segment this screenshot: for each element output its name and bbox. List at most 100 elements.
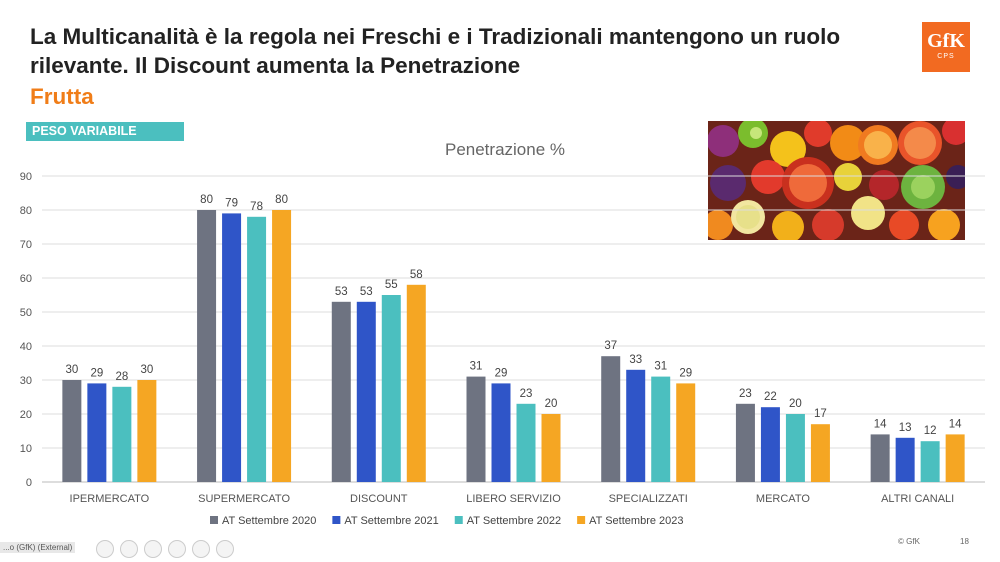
data-label: 14 bbox=[874, 418, 887, 430]
x-tick-label: MERCATO bbox=[756, 493, 810, 505]
bar bbox=[137, 380, 157, 482]
data-label: 20 bbox=[789, 398, 802, 410]
data-label: 80 bbox=[275, 194, 288, 206]
y-tick-label: 0 bbox=[26, 477, 32, 489]
legend-swatch bbox=[577, 516, 586, 524]
data-label: 78 bbox=[250, 201, 263, 213]
x-tick-label: SPECIALIZZATI bbox=[609, 493, 688, 505]
bar bbox=[62, 380, 82, 482]
data-label: 37 bbox=[604, 340, 617, 352]
bar bbox=[112, 386, 132, 482]
page-subtitle: Frutta bbox=[30, 84, 94, 109]
bar bbox=[651, 376, 671, 482]
gfk-logo: GfK CPS bbox=[922, 22, 970, 72]
bar bbox=[87, 383, 107, 482]
y-tick-label: 60 bbox=[20, 273, 32, 285]
y-tick-label: 50 bbox=[20, 307, 32, 319]
logo-subtext: CPS bbox=[937, 53, 955, 60]
data-label: 17 bbox=[814, 408, 827, 420]
presentation-toolbar: ...o (GfK) (External) bbox=[0, 538, 240, 560]
y-tick-label: 70 bbox=[20, 239, 32, 251]
pointer-tool-icon[interactable] bbox=[96, 540, 114, 558]
bar bbox=[945, 434, 965, 482]
data-label: 20 bbox=[545, 398, 558, 410]
legend-label: AT Settembre 2020 bbox=[222, 515, 316, 527]
data-label: 28 bbox=[115, 371, 128, 383]
data-label: 23 bbox=[520, 388, 533, 400]
x-tick-label: DISCOUNT bbox=[350, 493, 408, 505]
data-label: 29 bbox=[90, 367, 103, 379]
y-tick-label: 40 bbox=[20, 341, 32, 353]
bar bbox=[760, 407, 780, 482]
bar bbox=[197, 210, 217, 482]
data-label: 79 bbox=[225, 197, 238, 209]
chart-title: Penetrazione % bbox=[445, 140, 565, 159]
bar bbox=[735, 403, 755, 482]
more-options-icon[interactable] bbox=[216, 540, 234, 558]
bar bbox=[381, 295, 401, 482]
zoom-tool-icon[interactable] bbox=[144, 540, 162, 558]
x-tick-label: SUPERMERCATO bbox=[198, 493, 290, 505]
data-label: 13 bbox=[899, 422, 912, 434]
page-number: 18 bbox=[960, 537, 969, 546]
data-label: 58 bbox=[410, 269, 423, 281]
logo-text: GfK bbox=[927, 30, 965, 52]
data-label: 29 bbox=[495, 367, 508, 379]
data-label: 53 bbox=[360, 286, 373, 298]
camera-icon[interactable] bbox=[192, 540, 210, 558]
weight-tag: PESO VARIABILE bbox=[26, 122, 184, 141]
legend-label: AT Settembre 2022 bbox=[467, 515, 561, 527]
bar bbox=[331, 301, 351, 482]
bar bbox=[601, 356, 621, 482]
legend-label: AT Settembre 2021 bbox=[344, 515, 438, 527]
bar bbox=[516, 403, 536, 482]
y-tick-label: 90 bbox=[20, 171, 32, 183]
bars-layer: 30 29 28 30 IPERMERCATO 80 79 78 80 SUPERMERCATO 5… bbox=[62, 194, 965, 505]
data-label: 30 bbox=[140, 364, 153, 376]
bar bbox=[247, 216, 267, 483]
bar bbox=[676, 383, 696, 482]
x-tick-label: LIBERO SERVIZIO bbox=[466, 493, 561, 505]
y-tick-label: 10 bbox=[20, 443, 32, 455]
data-label: 29 bbox=[679, 367, 692, 379]
data-label: 30 bbox=[65, 364, 78, 376]
bar bbox=[810, 424, 830, 482]
pen-tool-icon[interactable] bbox=[168, 540, 186, 558]
data-label: 23 bbox=[739, 388, 752, 400]
data-label: 33 bbox=[629, 354, 642, 366]
data-label: 55 bbox=[385, 279, 398, 291]
fruit-photo-graphic bbox=[708, 121, 965, 240]
bar bbox=[491, 383, 511, 482]
x-tick-label: IPERMERCATO bbox=[70, 493, 150, 505]
data-label: 22 bbox=[764, 391, 777, 403]
bar bbox=[920, 441, 940, 482]
bar bbox=[466, 376, 486, 482]
data-label: 31 bbox=[654, 361, 667, 373]
data-label: 12 bbox=[924, 425, 937, 437]
bar bbox=[356, 301, 376, 482]
legend-swatch bbox=[454, 516, 463, 524]
bar bbox=[895, 437, 915, 482]
legend-label: AT Settembre 2023 bbox=[589, 515, 683, 527]
data-label: 80 bbox=[200, 194, 213, 206]
legend-swatch bbox=[332, 516, 341, 524]
data-label: 14 bbox=[949, 418, 962, 430]
bar bbox=[626, 369, 646, 482]
presenter-label: ...o (GfK) (External) bbox=[0, 542, 76, 553]
hand-tool-icon[interactable] bbox=[120, 540, 138, 558]
footer-brand: © GfK bbox=[898, 537, 920, 546]
data-label: 31 bbox=[470, 361, 483, 373]
page-title: La Multicanalità è la regola nei Freschi… bbox=[30, 24, 841, 78]
bar bbox=[785, 414, 805, 482]
y-tick-label: 20 bbox=[20, 409, 32, 421]
legend: AT Settembre 2020 AT Settembre 2021 AT Set… bbox=[210, 515, 684, 527]
bar bbox=[272, 210, 292, 482]
bar bbox=[870, 434, 890, 482]
x-tick-label: ALTRI CANALI bbox=[881, 493, 954, 505]
data-label: 53 bbox=[335, 286, 348, 298]
bar bbox=[541, 414, 561, 482]
legend-swatch bbox=[210, 516, 218, 524]
y-tick-label: 30 bbox=[20, 375, 32, 387]
bar bbox=[406, 284, 426, 482]
